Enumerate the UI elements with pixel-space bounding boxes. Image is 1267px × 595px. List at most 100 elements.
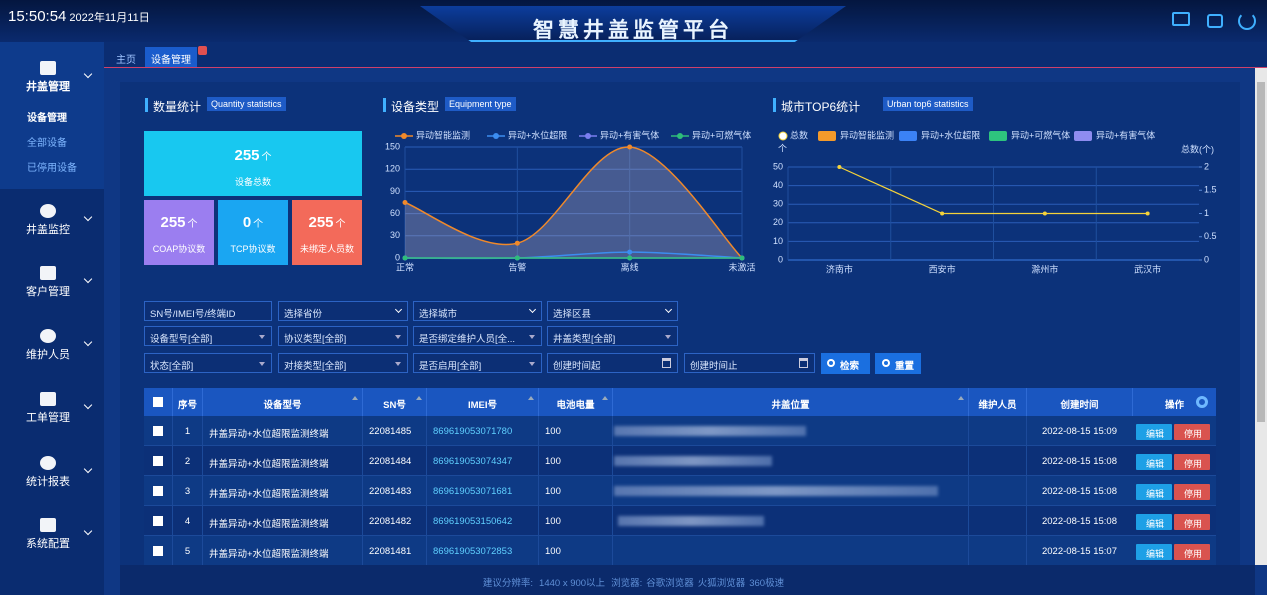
point — [739, 255, 745, 261]
legend-label: 异动+可燃气体 — [692, 129, 751, 140]
table-header-cell: 序号 — [172, 388, 202, 416]
sort-icon[interactable] — [528, 396, 534, 400]
scrollbar[interactable] — [1255, 68, 1267, 565]
stat-label: TCP协议数 — [230, 244, 276, 254]
table-header-cell: 电池电量 — [538, 388, 612, 416]
action-button[interactable]: 编辑 — [1136, 424, 1172, 440]
action-button[interactable]: 停用 — [1174, 454, 1210, 470]
y-tick-label: 150 — [385, 141, 400, 151]
row-checkbox[interactable] — [153, 546, 163, 556]
table-cell: 井盖异动+水位超限监测终端 — [202, 476, 362, 506]
filter-field[interactable]: 状态[全部] — [144, 353, 272, 373]
action-button[interactable]: 停用 — [1174, 424, 1210, 440]
menu-label[interactable]: 井盖管理 — [26, 81, 70, 93]
action-button[interactable]: 停用 — [1174, 514, 1210, 530]
title-frame — [420, 6, 846, 42]
filter-field[interactable]: 对接类型[全部] — [278, 353, 408, 373]
submenu-item[interactable]: 设备管理 — [27, 113, 67, 124]
table-cell: 井盖异动+水位超限监测终端 — [202, 536, 362, 566]
stat-label: 未绑定人员数 — [299, 244, 354, 254]
filter-field[interactable]: 选择区县 — [547, 301, 678, 321]
table-header-cell: 创建时间 — [1026, 388, 1132, 416]
table-header-cell: IMEI号 — [426, 388, 538, 416]
y-tick-label: 10 — [773, 236, 783, 246]
y-tick-label: 0 — [395, 252, 400, 262]
filter-field[interactable]: 选择省份 — [278, 301, 408, 321]
sort-icon[interactable] — [416, 396, 422, 400]
action-button[interactable]: 编辑 — [1136, 544, 1172, 560]
tab[interactable]: 设备管理 — [145, 47, 197, 67]
table-cell: 井盖异动+水位超限监测终端 — [202, 506, 362, 536]
header-checkbox[interactable] — [153, 397, 163, 407]
lock-icon[interactable] — [1207, 14, 1223, 28]
caret — [395, 335, 401, 339]
filter-field[interactable]: 是否绑定维护人员[全... — [413, 326, 542, 346]
table-cell-empty — [612, 506, 968, 536]
section-subtitle: Urban top6 statistics — [883, 97, 973, 111]
submenu-item[interactable]: 全部设备 — [27, 138, 67, 149]
sort-icon[interactable] — [352, 396, 358, 400]
menu-icon — [40, 456, 56, 470]
stat-label: COAP协议数 — [152, 244, 206, 254]
action-button[interactable]: 编辑 — [1136, 454, 1172, 470]
table-cell-empty — [968, 476, 1026, 506]
power-icon[interactable] — [1238, 12, 1256, 30]
table-cell: 2022-08-15 15:08 — [1026, 446, 1132, 476]
filter-field[interactable]: SN号/IMEI号/终端ID — [144, 301, 272, 321]
sort-icon[interactable] — [958, 396, 964, 400]
time: 15:50:54 — [8, 8, 67, 25]
scroll-thumb[interactable] — [1257, 82, 1265, 422]
legend-label: 总数 — [790, 129, 808, 140]
legend-dot — [585, 133, 591, 139]
menu-label[interactable]: 客户管理 — [26, 286, 70, 298]
submenu-item[interactable]: 已停用设备 — [27, 163, 77, 174]
action-button[interactable]: 编辑 — [1136, 484, 1172, 500]
sort-icon[interactable] — [602, 396, 608, 400]
table-cell: 100 — [538, 536, 612, 566]
table-cell-empty — [612, 416, 968, 446]
table-header — [144, 388, 1216, 416]
action-button[interactable]: 停用 — [1174, 484, 1210, 500]
section-subtitle: Quantity statistics — [207, 97, 286, 111]
tab[interactable]: 主页 — [116, 55, 136, 66]
button[interactable]: 检索 — [821, 353, 870, 374]
filter-field[interactable]: 创建时间起 — [547, 353, 678, 373]
legend-swatch — [1074, 131, 1092, 141]
filter-field[interactable]: 是否启用[全部] — [413, 353, 542, 373]
row-checkbox[interactable] — [153, 486, 163, 496]
x-tick-label: 离线 — [621, 261, 639, 272]
menu-label[interactable]: 系统配置 — [26, 538, 70, 550]
menu-label[interactable]: 井盖监控 — [26, 224, 70, 236]
section-bar — [383, 98, 386, 112]
table-cell-empty — [968, 416, 1026, 446]
y2-tick-label: 1.5 — [1204, 185, 1217, 195]
table-cell: 100 — [538, 476, 612, 506]
button-icon — [827, 359, 835, 367]
menu-label[interactable]: 工单管理 — [26, 412, 70, 424]
filter-field[interactable]: 创建时间止 — [684, 353, 815, 373]
row-checkbox[interactable] — [153, 516, 163, 526]
table-cell-empty — [968, 536, 1026, 566]
legend-swatch — [899, 131, 917, 141]
row-checkbox[interactable] — [153, 456, 163, 466]
table-cell: 869619053071780 — [426, 416, 538, 446]
date: 2022年11月11日 — [69, 12, 150, 24]
action-button[interactable]: 停用 — [1174, 544, 1210, 560]
screen-icon[interactable] — [1172, 12, 1190, 26]
filter-field[interactable]: 井盖类型[全部] — [547, 326, 678, 346]
menu-label[interactable]: 维护人员 — [26, 349, 70, 361]
legend-label: 异动+可燃气体 — [1011, 129, 1070, 140]
legend-label: 异动智能监测 — [840, 129, 894, 140]
section-title: 城市TOP6统计 — [781, 100, 861, 114]
settings-icon[interactable] — [1196, 396, 1208, 408]
filter-field[interactable]: 协议类型[全部] — [278, 326, 408, 346]
row-checkbox[interactable] — [153, 426, 163, 436]
action-button[interactable]: 编辑 — [1136, 514, 1172, 530]
filter-field[interactable]: 设备型号[全部] — [144, 326, 272, 346]
button[interactable]: 重置 — [875, 353, 921, 374]
filter-field[interactable]: 选择城市 — [413, 301, 542, 321]
table-cell: 2022-08-15 15:07 — [1026, 536, 1132, 566]
table-cell: 2022-08-15 15:08 — [1026, 506, 1132, 536]
menu-label[interactable]: 统计报表 — [26, 476, 70, 488]
